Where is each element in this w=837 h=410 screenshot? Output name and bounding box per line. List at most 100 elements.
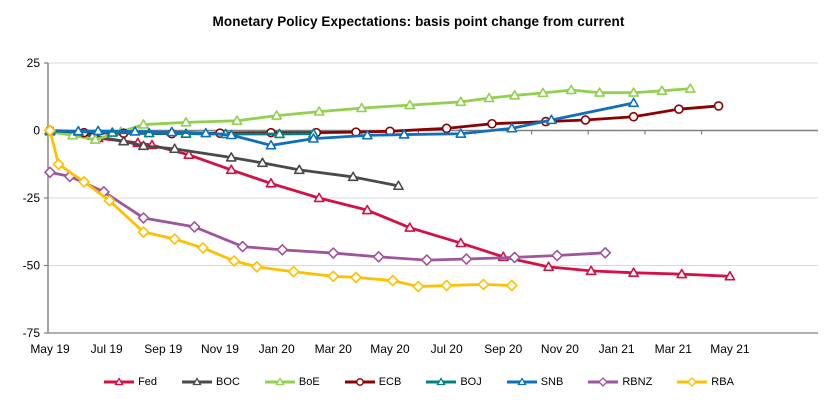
marker-RBA [44, 124, 56, 137]
marker-BoE [313, 106, 325, 116]
marker-BOC [393, 180, 404, 191]
marker-BoE [404, 99, 416, 110]
marker-BoE [455, 96, 467, 107]
marker-Fed [543, 261, 555, 272]
marker-ECB [580, 115, 591, 125]
marker-RBA [287, 265, 300, 278]
marker-RBA [505, 279, 518, 292]
marker-SNB [546, 114, 557, 125]
marker-BoE [180, 117, 192, 127]
marker-RBA [327, 270, 340, 283]
marker-RBNZ [137, 212, 150, 224]
marker-RBA [103, 194, 116, 207]
series-line-RBNZ [48, 170, 607, 262]
chart-title: Monetary Policy Expectations: basis poin… [212, 14, 625, 29]
marker-RBA [78, 176, 90, 188]
series-line-Fed [48, 129, 732, 278]
marker-RBA [251, 261, 263, 273]
marker-RBNZ [236, 240, 249, 253]
marker-ECB [441, 123, 452, 134]
legend-swatch-BOC [182, 377, 213, 386]
series-line-RBA [48, 129, 514, 288]
triangle-marker-icon [114, 377, 124, 386]
marker-BoE [356, 102, 368, 113]
marker-Fed [724, 270, 736, 281]
marker-BoE [509, 90, 521, 100]
marker-BoE [138, 119, 149, 129]
marker-Fed [628, 267, 639, 277]
marker-BOC [257, 157, 268, 168]
marker-RBA [168, 233, 181, 245]
legend-item-BOC: BOC [181, 376, 240, 388]
y-tick-label: -75 [23, 326, 41, 340]
x-tick-label: Mar 21 [655, 342, 693, 356]
x-tick-label: May 19 [30, 342, 70, 356]
marker-SNB [361, 129, 373, 140]
marker-SNB [265, 139, 277, 150]
x-tick-label: Jul 20 [431, 342, 463, 356]
legend-item-SNB: SNB [506, 376, 563, 388]
marker-RBNZ [599, 247, 612, 259]
triangle-marker-icon [275, 377, 285, 386]
marker-SNB [129, 126, 141, 136]
marker-BoE [684, 83, 696, 93]
marker-RBA [228, 255, 240, 267]
x-tick-label: Mar 20 [315, 342, 353, 356]
marker-Fed [404, 222, 416, 232]
legend-label-BOJ: BOJ [460, 375, 482, 388]
legend-item-BoE: BoE [264, 376, 320, 388]
marker-BOC [118, 135, 130, 146]
marker-RBNZ [188, 221, 201, 233]
marker-Fed [225, 164, 237, 175]
triangle-marker-icon [436, 377, 446, 386]
triangle-marker-icon [192, 377, 202, 386]
y-tick-label: 25 [27, 56, 41, 70]
legend-label-BOC: BOC [216, 375, 240, 388]
marker-BOC [293, 164, 305, 175]
x-tick-label: May 20 [370, 342, 410, 356]
marker-RBA [137, 226, 150, 238]
marker-Fed [676, 268, 688, 279]
x-tick-label: Jan 21 [599, 342, 635, 356]
marker-SNB [200, 127, 212, 138]
marker-Fed [585, 265, 597, 276]
legend-swatch-RBA [677, 377, 708, 387]
y-tick-label: -25 [23, 191, 41, 205]
marker-RBNZ [276, 244, 289, 256]
marker-RBNZ [44, 166, 56, 179]
marker-Fed [361, 204, 373, 215]
x-tick-label: Jul 19 [91, 342, 123, 356]
chart-legend: Fed BOC BoE ECB BOJ SNB RBNZ RBA [0, 376, 837, 388]
marker-BoE [483, 92, 495, 103]
marker-RBA [412, 280, 425, 293]
marker-RBA [197, 242, 209, 254]
marker-BOC [169, 143, 181, 154]
marker-ECB [628, 111, 639, 122]
marker-BOJ [274, 128, 285, 139]
legend-item-RBA: RBA [676, 376, 734, 388]
marker-RBNZ [372, 251, 385, 263]
diamond-marker-icon [687, 377, 698, 387]
x-tick-label: Jan 20 [259, 342, 295, 356]
circle-marker-icon [355, 378, 364, 386]
diamond-marker-icon [598, 377, 609, 387]
marker-RBA [386, 274, 399, 287]
legend-swatch-BOJ [426, 377, 457, 386]
marker-BoE [565, 84, 577, 95]
y-tick-label: 0 [33, 124, 40, 138]
y-tick-label: -50 [23, 259, 41, 273]
x-tick-label: May 21 [710, 342, 750, 356]
legend-label-RBNZ: RBNZ [622, 375, 653, 388]
marker-RBA [52, 158, 65, 171]
marker-BOC [225, 152, 237, 162]
legend-swatch-SNB [506, 377, 537, 386]
legend-label-BoE: BoE [298, 375, 320, 388]
marker-RBA [440, 279, 453, 292]
marker-RBNZ [508, 251, 521, 264]
marker-ECB [674, 104, 684, 114]
marker-ECB [713, 101, 724, 111]
legend-label-ECB: ECB [378, 375, 402, 388]
marker-SNB [166, 126, 178, 137]
marker-BoE [89, 134, 101, 144]
